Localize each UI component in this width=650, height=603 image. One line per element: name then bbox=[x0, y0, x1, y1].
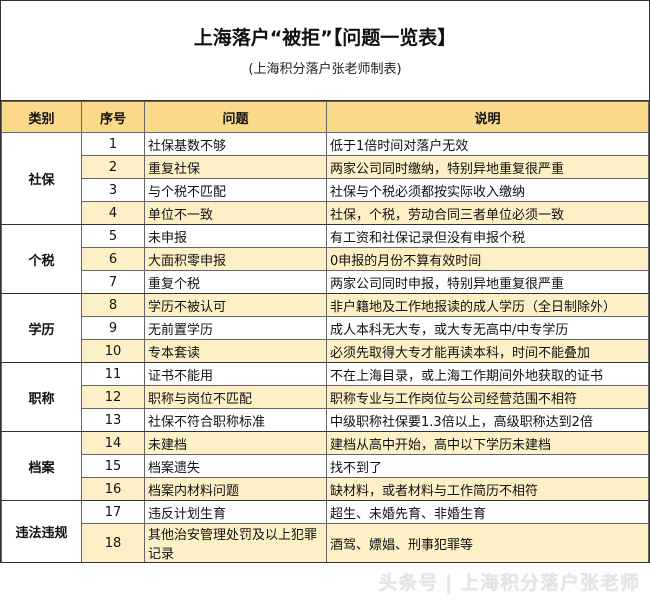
explanation-cell: 社保，个税，劳动合同三者单位必须一致 bbox=[326, 201, 649, 225]
issue-cell: 其他治安管理处罚及以上犯罪记录 bbox=[144, 523, 327, 563]
issue-cell: 与个税不匹配 bbox=[144, 178, 327, 202]
page-title: 上海落户“被拒”【问题一览表】 bbox=[193, 27, 457, 49]
explanation-cell: 缺材料，或者材料与工作简历不相符 bbox=[326, 477, 649, 501]
explanation-cell: 社保与个税必须都按实际收入缴纳 bbox=[326, 178, 649, 202]
explanation-cell: 职称专业与工作岗位与公司经营范围不相符 bbox=[326, 385, 649, 409]
index-cell: 4 bbox=[81, 201, 145, 225]
table-row: 违法违规 17 违反计划生育 超生、未婚先育、非婚生育 bbox=[1, 500, 649, 563]
explanation-cell: 成人本科无大专，或大专无高中/中专学历 bbox=[326, 316, 649, 340]
issue-cell: 未建档 bbox=[144, 431, 327, 455]
issue-cell: 学历不被认可 bbox=[144, 293, 327, 317]
explanation-cell: 两家公司同时申报，特别异地重复很严重 bbox=[326, 270, 649, 294]
table-row: 10 专本套读 必须先取得大专才能再读本科，时间不能叠加 bbox=[2, 339, 649, 363]
index-cell: 8 bbox=[81, 293, 145, 317]
explanation-cell: 找不到了 bbox=[326, 454, 649, 478]
table-row: 4 单位不一致 社保，个税，劳动合同三者单位必须一致 bbox=[2, 201, 649, 225]
issue-cell: 专本套读 bbox=[144, 339, 327, 363]
explanation-cell: 中级职称社保要1.3倍以上，高级职称达到2倍 bbox=[326, 408, 649, 432]
category-cell: 个税 bbox=[1, 224, 82, 294]
table-row: 学历 8 学历不被认可 非户籍地及工作地报读的成人学历（全日制除外） bbox=[1, 293, 649, 363]
table-row: 职称 11 证书不能用 不在上海目录，或上海工作期间外地获取的证书 bbox=[1, 362, 649, 432]
explanation-cell: 两家公司同时缴纳，特别异地重复很严重 bbox=[326, 155, 649, 179]
issue-cell: 档案遗失 bbox=[144, 454, 327, 478]
explanation-cell: 建档从高中开始，高中以下学历未建档 bbox=[326, 431, 649, 455]
issue-cell: 重复个税 bbox=[144, 270, 327, 294]
issue-cell: 无前置学历 bbox=[144, 316, 327, 340]
explanation-cell: 酒驾、嫖娼、刑事犯罪等 bbox=[326, 523, 649, 563]
table-row: 13 社保不符合职称标准 中级职称社保要1.3倍以上，高级职称达到2倍 bbox=[2, 408, 649, 432]
index-cell: 13 bbox=[81, 408, 145, 432]
watermark: 头条号 | 上海积分落户张老师 bbox=[378, 572, 640, 594]
table-row: 16 档案内材料问题 缺材料，或者材料与工作简历不相符 bbox=[2, 477, 649, 501]
table-row: 档案 14 未建档 建档从高中开始，高中以下学历未建档 bbox=[1, 431, 649, 501]
category-cell: 社保 bbox=[1, 132, 82, 225]
table-row: 18 其他治安管理处罚及以上犯罪记录 酒驾、嫖娼、刑事犯罪等 bbox=[2, 523, 649, 563]
header-row: 类别 序号 问题 说明 bbox=[1, 101, 649, 133]
index-cell: 6 bbox=[81, 247, 145, 271]
explanation-cell: 超生、未婚先育、非婚生育 bbox=[326, 500, 649, 524]
index-cell: 14 bbox=[81, 431, 145, 455]
issue-cell: 证书不能用 bbox=[144, 362, 327, 386]
header-issue: 问题 bbox=[144, 101, 327, 133]
table-row: 12 职称与岗位不匹配 职称专业与工作岗位与公司经营范围不相符 bbox=[2, 385, 649, 409]
explanation-cell: 0申报的月份不算有效时间 bbox=[326, 247, 649, 271]
category-cell: 档案 bbox=[1, 431, 82, 501]
issue-cell: 大面积零申报 bbox=[144, 247, 327, 271]
index-cell: 18 bbox=[81, 523, 145, 563]
explanation-cell: 不在上海目录，或上海工作期间外地获取的证书 bbox=[326, 362, 649, 386]
index-cell: 10 bbox=[81, 339, 145, 363]
category-cell: 学历 bbox=[1, 293, 82, 363]
category-cell: 职称 bbox=[1, 362, 82, 432]
issue-cell: 档案内材料问题 bbox=[144, 477, 327, 501]
header-explanation: 说明 bbox=[326, 101, 649, 133]
issue-cell: 社保不符合职称标准 bbox=[144, 408, 327, 432]
table-row: 9 无前置学历 成人本科无大专，或大专无高中/中专学历 bbox=[2, 316, 649, 340]
table-container: 上海落户“被拒”【问题一览表】 (上海积分落户张老师制表) 类别 序号 问题 说… bbox=[0, 0, 650, 563]
table-row: 15 档案遗失 找不到了 bbox=[2, 454, 649, 478]
index-cell: 7 bbox=[81, 270, 145, 294]
index-cell: 5 bbox=[81, 224, 145, 248]
index-cell: 17 bbox=[81, 500, 145, 524]
index-cell: 16 bbox=[81, 477, 145, 501]
header-index: 序号 bbox=[81, 101, 145, 133]
issues-table: 类别 序号 问题 说明 社保 1 社保基数不够 低于1倍时间对落户无效 2 重复社保 两家公… bbox=[1, 101, 649, 563]
index-cell: 11 bbox=[81, 362, 145, 386]
category-cell: 违法违规 bbox=[1, 500, 82, 563]
table-row: 7 重复个税 两家公司同时申报，特别异地重复很严重 bbox=[2, 270, 649, 294]
issue-cell: 社保基数不够 bbox=[144, 132, 327, 156]
subtitle: (上海积分落户张老师制表) bbox=[248, 62, 402, 77]
issue-cell: 重复社保 bbox=[144, 155, 327, 179]
index-cell: 12 bbox=[81, 385, 145, 409]
index-cell: 3 bbox=[81, 178, 145, 202]
issue-cell: 职称与岗位不匹配 bbox=[144, 385, 327, 409]
index-cell: 15 bbox=[81, 454, 145, 478]
title-area: 上海落户“被拒”【问题一览表】 (上海积分落户张老师制表) bbox=[1, 1, 649, 101]
explanation-cell: 有工资和社保记录但没有申报个税 bbox=[326, 224, 649, 248]
explanation-cell: 必须先取得大专才能再读本科，时间不能叠加 bbox=[326, 339, 649, 363]
explanation-cell: 非户籍地及工作地报读的成人学历（全日制除外） bbox=[326, 293, 649, 317]
issue-cell: 单位不一致 bbox=[144, 201, 327, 225]
table-row: 社保 1 社保基数不够 低于1倍时间对落户无效 bbox=[1, 132, 649, 225]
issue-cell: 未申报 bbox=[144, 224, 327, 248]
index-cell: 2 bbox=[81, 155, 145, 179]
table-row: 3 与个税不匹配 社保与个税必须都按实际收入缴纳 bbox=[2, 178, 649, 202]
table-row: 2 重复社保 两家公司同时缴纳，特别异地重复很严重 bbox=[2, 155, 649, 179]
explanation-cell: 低于1倍时间对落户无效 bbox=[326, 132, 649, 156]
index-cell: 1 bbox=[81, 132, 145, 156]
header-category: 类别 bbox=[1, 101, 82, 133]
index-cell: 9 bbox=[81, 316, 145, 340]
issue-cell: 违反计划生育 bbox=[144, 500, 327, 524]
table-row: 个税 5 未申报 有工资和社保记录但没有申报个税 bbox=[1, 224, 649, 294]
table-row: 6 大面积零申报 0申报的月份不算有效时间 bbox=[2, 247, 649, 271]
